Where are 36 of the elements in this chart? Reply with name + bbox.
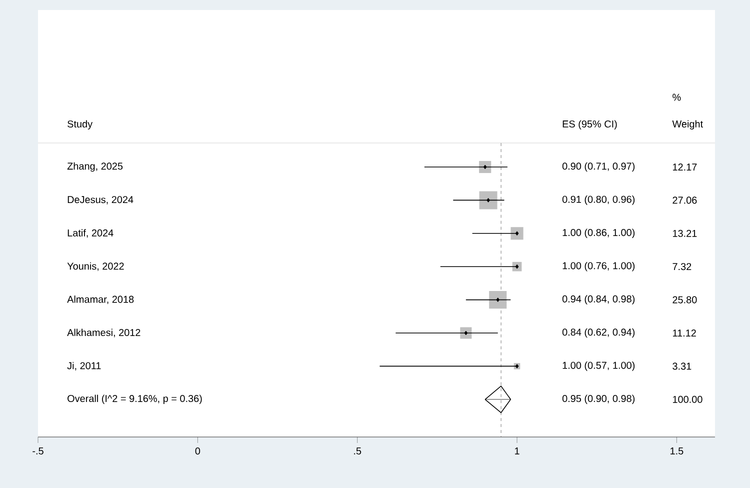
annotation: 0.91 (0.80, 0.96) xyxy=(562,196,635,205)
y-tick-label: Zhang, 2025 xyxy=(67,162,123,172)
point xyxy=(479,160,492,174)
x-tick-label: -.5 xyxy=(32,448,44,454)
point xyxy=(510,227,524,240)
y-tick-label: Alkhamesi, 2012 xyxy=(67,328,140,338)
annotation: 0.95 (0.90, 0.98) xyxy=(562,394,635,404)
annotation: 27.06 xyxy=(672,196,697,204)
annotation: 1.00 (0.57, 1.00) xyxy=(562,362,635,371)
annotation: 7.32 xyxy=(672,263,692,270)
x-tick-label: 1.5 xyxy=(670,448,684,454)
y-tick-label: Younis, 2022 xyxy=(67,262,124,271)
y-tick-label: Almamar, 2018 xyxy=(67,296,134,304)
annotation: 11.12 xyxy=(672,330,696,336)
annotation: 0.90 (0.71, 0.97) xyxy=(562,162,635,172)
annotation: 25.80 xyxy=(672,296,697,304)
annotation: 0.84 (0.62, 0.94) xyxy=(562,328,635,338)
y-tick-label: DeJesus, 2024 xyxy=(68,196,134,204)
annotation: 100.00 xyxy=(672,396,702,403)
x-tick-label: 1 xyxy=(515,448,520,454)
y-tick-label: Overall (I^2 = 9.16%, p = 0.36) xyxy=(68,394,202,404)
text: Study xyxy=(68,120,93,130)
annotation: 1.00 (0.86, 1.00) xyxy=(562,228,635,238)
x-tick-label: 0 xyxy=(195,448,200,455)
text: ES (95% CI) xyxy=(562,120,617,130)
annotation: 1.00 (0.76, 1.00) xyxy=(562,262,635,272)
annotation: 3.31 xyxy=(672,362,692,370)
annotation: 0.94 (0.84, 0.98) xyxy=(562,295,635,304)
text: Weight xyxy=(672,120,703,130)
text: % xyxy=(672,94,681,101)
point xyxy=(460,327,472,339)
x-tick-label: .5 xyxy=(354,448,362,454)
y-tick-label: Ji, 2011 xyxy=(67,362,101,370)
annotation: 12.17 xyxy=(672,164,697,170)
y-tick-label: Latif, 2024 xyxy=(68,229,114,238)
annotation: 13.21 xyxy=(672,230,697,237)
